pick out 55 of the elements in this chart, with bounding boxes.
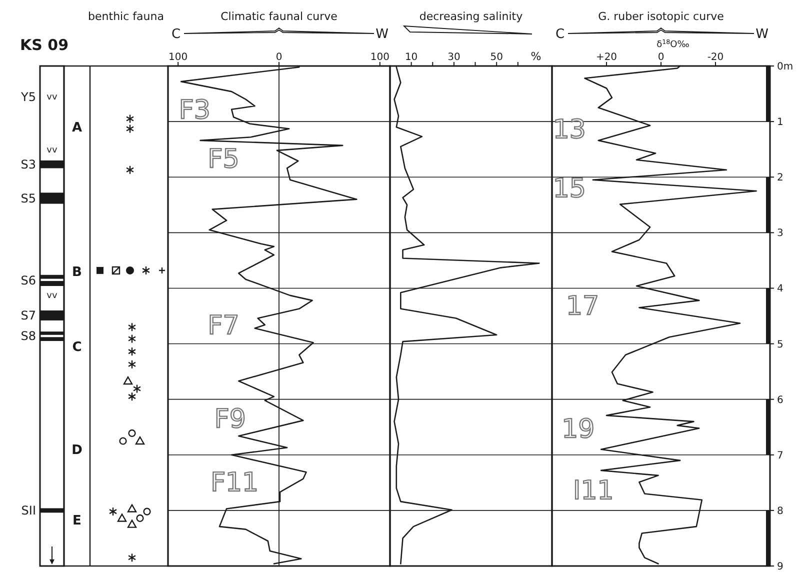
- x-axis-title: δ$^{18}$O‰: [656, 38, 690, 50]
- y-tick-label: 7: [777, 450, 784, 462]
- text: vv: [46, 291, 58, 302]
- y-tick-label: 3: [777, 228, 784, 240]
- text: S6: [20, 274, 36, 288]
- annotation: F3: [178, 95, 210, 126]
- annotation: F11: [210, 468, 259, 498]
- text: S8: [20, 329, 36, 344]
- y-tick-label: 5: [777, 339, 784, 350]
- text: SII: [21, 504, 36, 518]
- text: Y5: [20, 90, 36, 104]
- text: E: [72, 513, 82, 528]
- annotation: 13: [552, 114, 586, 145]
- text: W: [376, 27, 389, 42]
- text: B: [72, 265, 82, 280]
- annotation: I11: [573, 476, 614, 506]
- x-axis-title: %: [530, 50, 542, 63]
- annotation: F7: [208, 310, 240, 341]
- y-tick-label: 2: [777, 172, 784, 184]
- text: S3: [20, 158, 36, 172]
- text: C: [555, 27, 565, 42]
- text: W: [756, 27, 769, 42]
- x-tick-label: 10: [404, 52, 418, 63]
- x-tick-label: 100: [370, 52, 390, 63]
- text: C: [171, 27, 181, 42]
- text: S5: [20, 191, 36, 206]
- y-tick-label: 0m: [777, 62, 794, 72]
- chart-title: Climatic faunal curve: [220, 10, 338, 23]
- x-tick-label: 30: [448, 52, 460, 63]
- annotation: 17: [566, 292, 600, 322]
- text: vv: [46, 145, 58, 156]
- x-tick-label: 0: [658, 52, 664, 63]
- text: S7: [20, 308, 36, 323]
- text: KS 09: [20, 36, 69, 54]
- chart-title: decreasing salinity: [419, 10, 524, 23]
- y-tick-label: 6: [777, 394, 784, 406]
- x-tick-label: -20: [707, 52, 724, 63]
- chart-title: G. ruber isotopic curve: [598, 10, 724, 23]
- annotation: 15: [552, 174, 586, 204]
- text: A: [72, 120, 82, 136]
- x-tick-label: 100: [168, 52, 188, 63]
- y-tick-label: 8: [777, 506, 784, 517]
- annotation: F9: [214, 404, 246, 434]
- x-tick-label: 50: [490, 52, 503, 63]
- text: benthic fauna: [88, 10, 164, 23]
- text: D: [72, 442, 83, 458]
- x-tick-label: 0: [276, 52, 282, 63]
- annotation: F5: [208, 144, 240, 174]
- text: C: [72, 340, 82, 356]
- text: vv: [46, 92, 58, 103]
- y-tick-label: 9: [777, 562, 784, 572]
- y-tick-label: 1: [777, 117, 784, 128]
- y-tick-label: 4: [777, 284, 784, 295]
- x-tick-label: +20: [596, 52, 618, 63]
- annotation: 19: [562, 414, 595, 444]
